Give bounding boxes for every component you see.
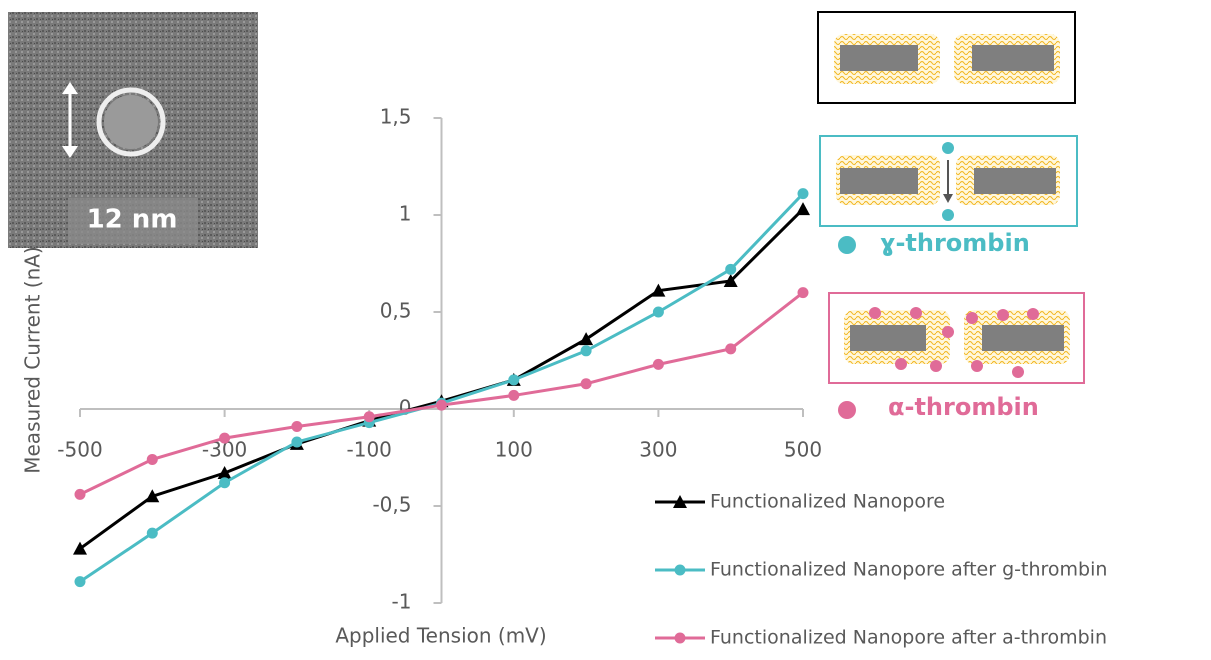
data-point [723,273,738,287]
legend-item: Functionalized Nanopore after a-thrombin [655,627,1107,649]
data-point [291,420,303,432]
data-point [146,453,158,465]
data-point [363,411,375,423]
x-tick-label: -500 [57,438,102,462]
y-axis-label: Measured Current (nA) [21,246,45,474]
data-point [219,477,231,489]
data-point [74,488,86,500]
scale-label: 12 nm [87,205,178,235]
diagram-alpha [828,292,1085,419]
data-point [796,202,810,216]
legend-label: Functionalized Nanopore after a-thrombin [710,627,1107,649]
y-tick-label: -1 [392,590,412,614]
plot-area: -500 -300 -100 100 300 500-1-0,500,511,5Funct… [57,105,1107,649]
data-point [580,378,592,390]
legend-marker [674,632,686,644]
data-point [725,263,737,275]
data-point [217,466,232,480]
data-point [145,489,160,503]
legend-item: Functionalized Nanopore after g-thrombin [655,559,1107,581]
y-tick-label: 1,5 [380,105,412,129]
data-point [508,374,520,386]
x-tick-label: 100 [495,438,533,462]
legend-marker [674,564,686,576]
data-point [219,432,231,444]
data-point [436,399,447,411]
data-point [291,436,303,448]
legend-marker [673,495,687,508]
data-point [580,345,592,357]
alpha-label: α-thrombin [888,393,1039,421]
data-point [508,389,520,401]
diagram-gamma [819,135,1078,254]
data-point [797,287,809,299]
data-point [146,527,158,539]
data-point [73,541,87,555]
data-point [579,332,594,346]
data-point [652,358,664,370]
diagram-bare [817,11,1076,104]
gamma-label: ɣ-thrombin [880,229,1030,257]
x-tick-label: 300 [639,438,677,462]
x-tick-label: 500 [784,438,822,462]
y-tick-label: 1 [399,202,412,226]
legend-item: Functionalized Nanopore [655,491,945,513]
data-point [652,306,664,318]
y-tick-label: -0,5 [372,493,411,517]
legend-label: Functionalized Nanopore [710,491,945,513]
data-point [725,343,737,355]
data-point [651,283,666,297]
tem-image [8,12,258,248]
legend-label: Functionalized Nanopore after g-thrombin [710,559,1107,581]
x-tick-label: -100 [347,438,392,462]
y-tick-label: 0,5 [380,299,412,323]
data-point [797,188,809,200]
y-tick-label: 0 [399,396,412,420]
x-axis-label: Applied Tension (mV) [335,624,546,648]
data-point [74,576,86,588]
